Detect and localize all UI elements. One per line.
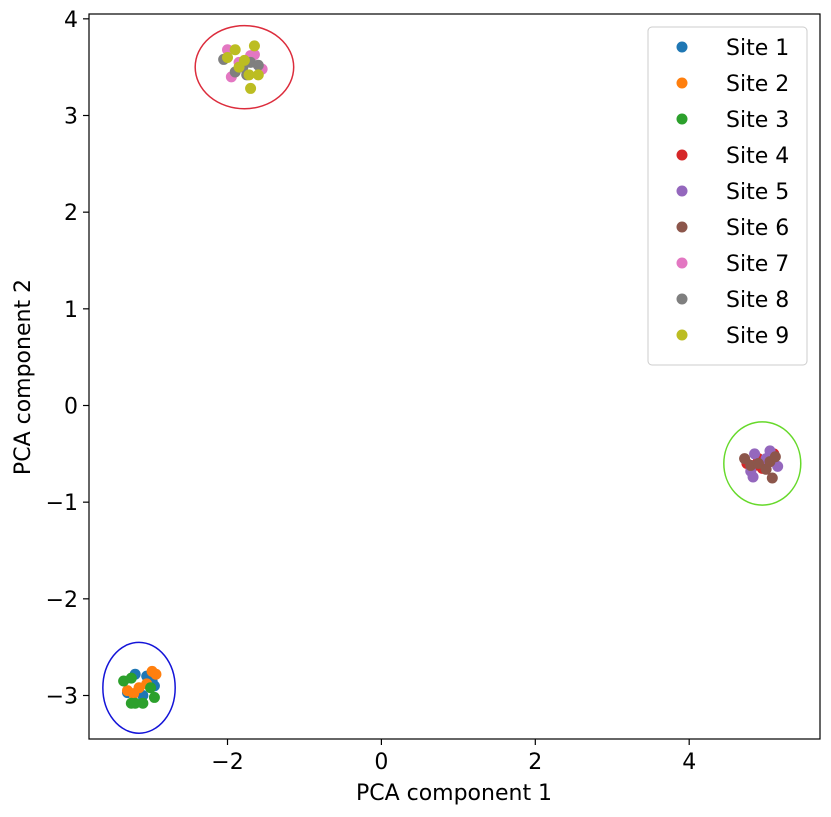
point-site-9-5 [243, 69, 255, 81]
point-site-9-1 [229, 44, 241, 56]
point-site-3-5 [137, 697, 149, 709]
data-points [118, 40, 784, 709]
legend-marker-site-9 [676, 329, 688, 341]
plot-frame [88, 13, 821, 740]
point-site-9-3 [222, 52, 234, 63]
legend-box [647, 26, 808, 366]
legend-marker-site-3 [676, 113, 688, 125]
legend-marker-site-8 [676, 293, 688, 305]
legend-marker-site-2 [676, 77, 688, 89]
ellipse-cluster-sites-1-3 [102, 641, 176, 734]
legend-marker-site-7 [676, 257, 688, 269]
legend-label-site-2: Site 2 [726, 72, 789, 97]
ellipse-cluster-sites-7-9 [194, 24, 295, 110]
point-site-9-8 [238, 54, 250, 66]
x-tick-label: 0 [374, 750, 388, 775]
x-axis-ticks: −2 0 2 4 [211, 739, 696, 775]
y-tick-label: 1 [64, 298, 78, 323]
y-axis-ticks: −3 −2 −1 0 1 2 3 4 [46, 8, 89, 710]
legend-marker-site-5 [676, 185, 688, 197]
legend-label-site-7: Site 7 [726, 252, 789, 277]
x-tick-label: 4 [682, 750, 696, 775]
ellipse-cluster-sites-4-6 [723, 421, 802, 506]
legend-marker-site-1 [676, 41, 688, 53]
y-tick-label: 4 [64, 8, 78, 33]
cluster-ellipses [102, 24, 802, 734]
point-site-6-7 [769, 451, 781, 463]
point-site-6-3 [752, 458, 764, 469]
point-site-6-5 [760, 463, 772, 475]
legend-marker-site-4 [676, 149, 688, 161]
y-tick-label: 3 [64, 105, 78, 130]
point-site-2-2 [150, 668, 162, 680]
y-tick-label: −1 [46, 491, 78, 516]
point-site-5-5 [747, 471, 759, 483]
point-site-3-3 [145, 682, 157, 694]
legend-label-site-5: Site 5 [726, 180, 789, 205]
x-tick-label: 2 [528, 750, 542, 775]
legend-label-site-8: Site 8 [726, 288, 789, 313]
y-tick-label: −2 [46, 588, 78, 613]
y-tick-label: 0 [64, 395, 78, 420]
y-axis-label: PCA component 2 [11, 279, 36, 475]
legend-label-site-1: Site 1 [726, 36, 789, 61]
point-site-6-6 [766, 472, 778, 484]
point-site-3-2 [125, 672, 137, 684]
legend-label-site-3: Site 3 [726, 108, 789, 133]
point-site-8-6 [252, 59, 264, 71]
y-tick-label: −3 [46, 685, 78, 710]
legend-marker-site-6 [676, 221, 688, 233]
legend-label-site-4: Site 4 [726, 144, 789, 169]
point-site-3-4 [148, 691, 160, 703]
legend: Site 1 Site 2 Site 3 Site 4 Site 5 Site 6 Site… [647, 26, 808, 366]
point-site-7-1 [222, 44, 234, 56]
x-tick-label: −2 [211, 750, 243, 775]
point-site-2-5 [121, 685, 133, 697]
legend-label-site-9: Site 9 [726, 324, 789, 349]
point-site-3-7 [129, 697, 141, 709]
point-site-5-1 [749, 448, 761, 460]
x-axis-label: PCA component 1 [356, 781, 552, 806]
point-site-9-7 [252, 69, 264, 81]
point-site-9-2 [248, 40, 260, 52]
point-site-9-6 [245, 82, 257, 94]
y-tick-label: 2 [64, 201, 78, 226]
legend-label-site-6: Site 6 [726, 216, 789, 241]
